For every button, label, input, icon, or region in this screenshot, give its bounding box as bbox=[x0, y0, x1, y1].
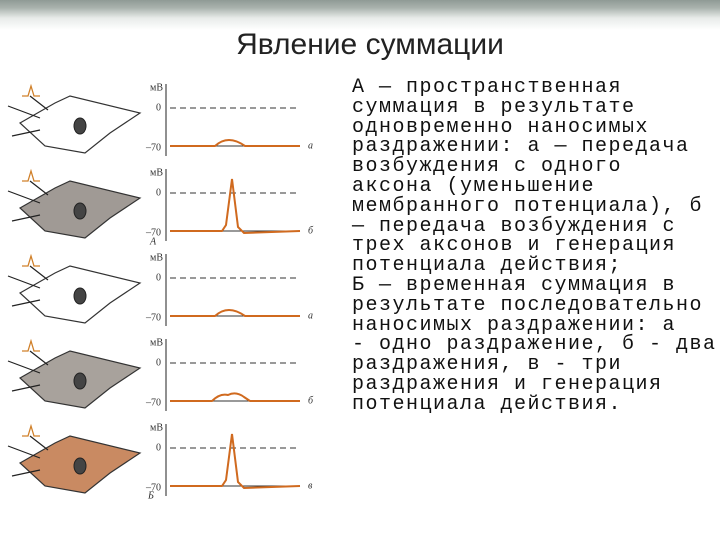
unit-label: мВ bbox=[150, 337, 163, 348]
potential-trace bbox=[170, 392, 300, 402]
tick-label: –70 bbox=[145, 397, 161, 408]
text-line: — передача возбуждения с bbox=[352, 214, 677, 238]
text-line: А — пространственная bbox=[352, 76, 623, 99]
panel-letter: б bbox=[308, 225, 314, 236]
tick-label: –70 bbox=[145, 142, 161, 153]
tick-label: –70 bbox=[145, 482, 161, 493]
group-label: Б bbox=[147, 490, 154, 501]
axon bbox=[7, 350, 49, 392]
unit-label: мВ bbox=[150, 422, 163, 433]
axon bbox=[7, 95, 49, 137]
text-line: одновременно наносимых bbox=[352, 115, 650, 139]
panel-letter: а bbox=[308, 310, 313, 321]
nucleus bbox=[73, 457, 87, 475]
description: А — пространственная суммация в результат… bbox=[352, 78, 717, 415]
figure: А Б мВ 0 –70 а мВ 0 –70 б мВ 0 –70 а мВ 0 –70 б мВ 0 –70 в bbox=[7, 82, 314, 501]
stimulus bbox=[22, 423, 40, 437]
axon bbox=[7, 435, 49, 477]
top-bar bbox=[0, 0, 720, 30]
text-line: - одно раздражение, б - два bbox=[352, 333, 717, 357]
tick-label: 0 bbox=[156, 272, 161, 283]
text-line: возбуждения с одного bbox=[352, 155, 623, 179]
text-line: потенциала действия; bbox=[352, 254, 623, 278]
text-line: раздражения и генерация bbox=[352, 372, 663, 396]
nucleus bbox=[73, 372, 87, 390]
text-line: суммация в результате bbox=[352, 95, 636, 119]
potential-trace bbox=[170, 433, 301, 490]
nucleus bbox=[73, 202, 87, 220]
text-line: раздражении: а — передача bbox=[352, 135, 690, 159]
stimulus bbox=[22, 338, 40, 352]
text-line: аксона (уменьшение bbox=[352, 174, 596, 198]
text-line: наносимых раздражении: а bbox=[352, 313, 677, 337]
slide-title: Явление суммации bbox=[236, 28, 504, 61]
tick-label: 0 bbox=[156, 442, 161, 453]
group-label: А bbox=[149, 236, 157, 247]
stimulus bbox=[22, 253, 40, 267]
axon bbox=[7, 180, 49, 222]
stimulus bbox=[22, 83, 40, 97]
tick-label: 0 bbox=[156, 357, 161, 368]
tick-label: 0 bbox=[156, 187, 161, 198]
tick-label: –70 bbox=[145, 227, 161, 238]
stimulus bbox=[22, 168, 40, 182]
unit-label: мВ bbox=[150, 167, 163, 178]
unit-label: мВ bbox=[150, 82, 163, 93]
tick-label: 0 bbox=[156, 102, 161, 113]
axon bbox=[7, 265, 49, 307]
panel-letter: в bbox=[308, 480, 313, 491]
text-line: раздражения, в - три bbox=[352, 353, 623, 377]
text-line: Б — временная суммация в bbox=[352, 273, 677, 297]
potential-trace bbox=[170, 309, 300, 317]
potential-trace bbox=[170, 178, 301, 235]
text-line: трех аксонов и генерация bbox=[352, 234, 677, 258]
text-line: потенциала действия. bbox=[352, 392, 623, 416]
panel-letter: а bbox=[308, 140, 313, 151]
panel-letter: б bbox=[308, 395, 314, 406]
unit-label: мВ bbox=[150, 252, 163, 263]
potential-trace bbox=[170, 139, 300, 147]
tick-label: –70 bbox=[145, 312, 161, 323]
nucleus bbox=[73, 117, 87, 135]
nucleus bbox=[73, 287, 87, 305]
text-line: результате последовательно bbox=[352, 293, 704, 317]
text-line: мембранного потенциала), б bbox=[352, 194, 704, 218]
